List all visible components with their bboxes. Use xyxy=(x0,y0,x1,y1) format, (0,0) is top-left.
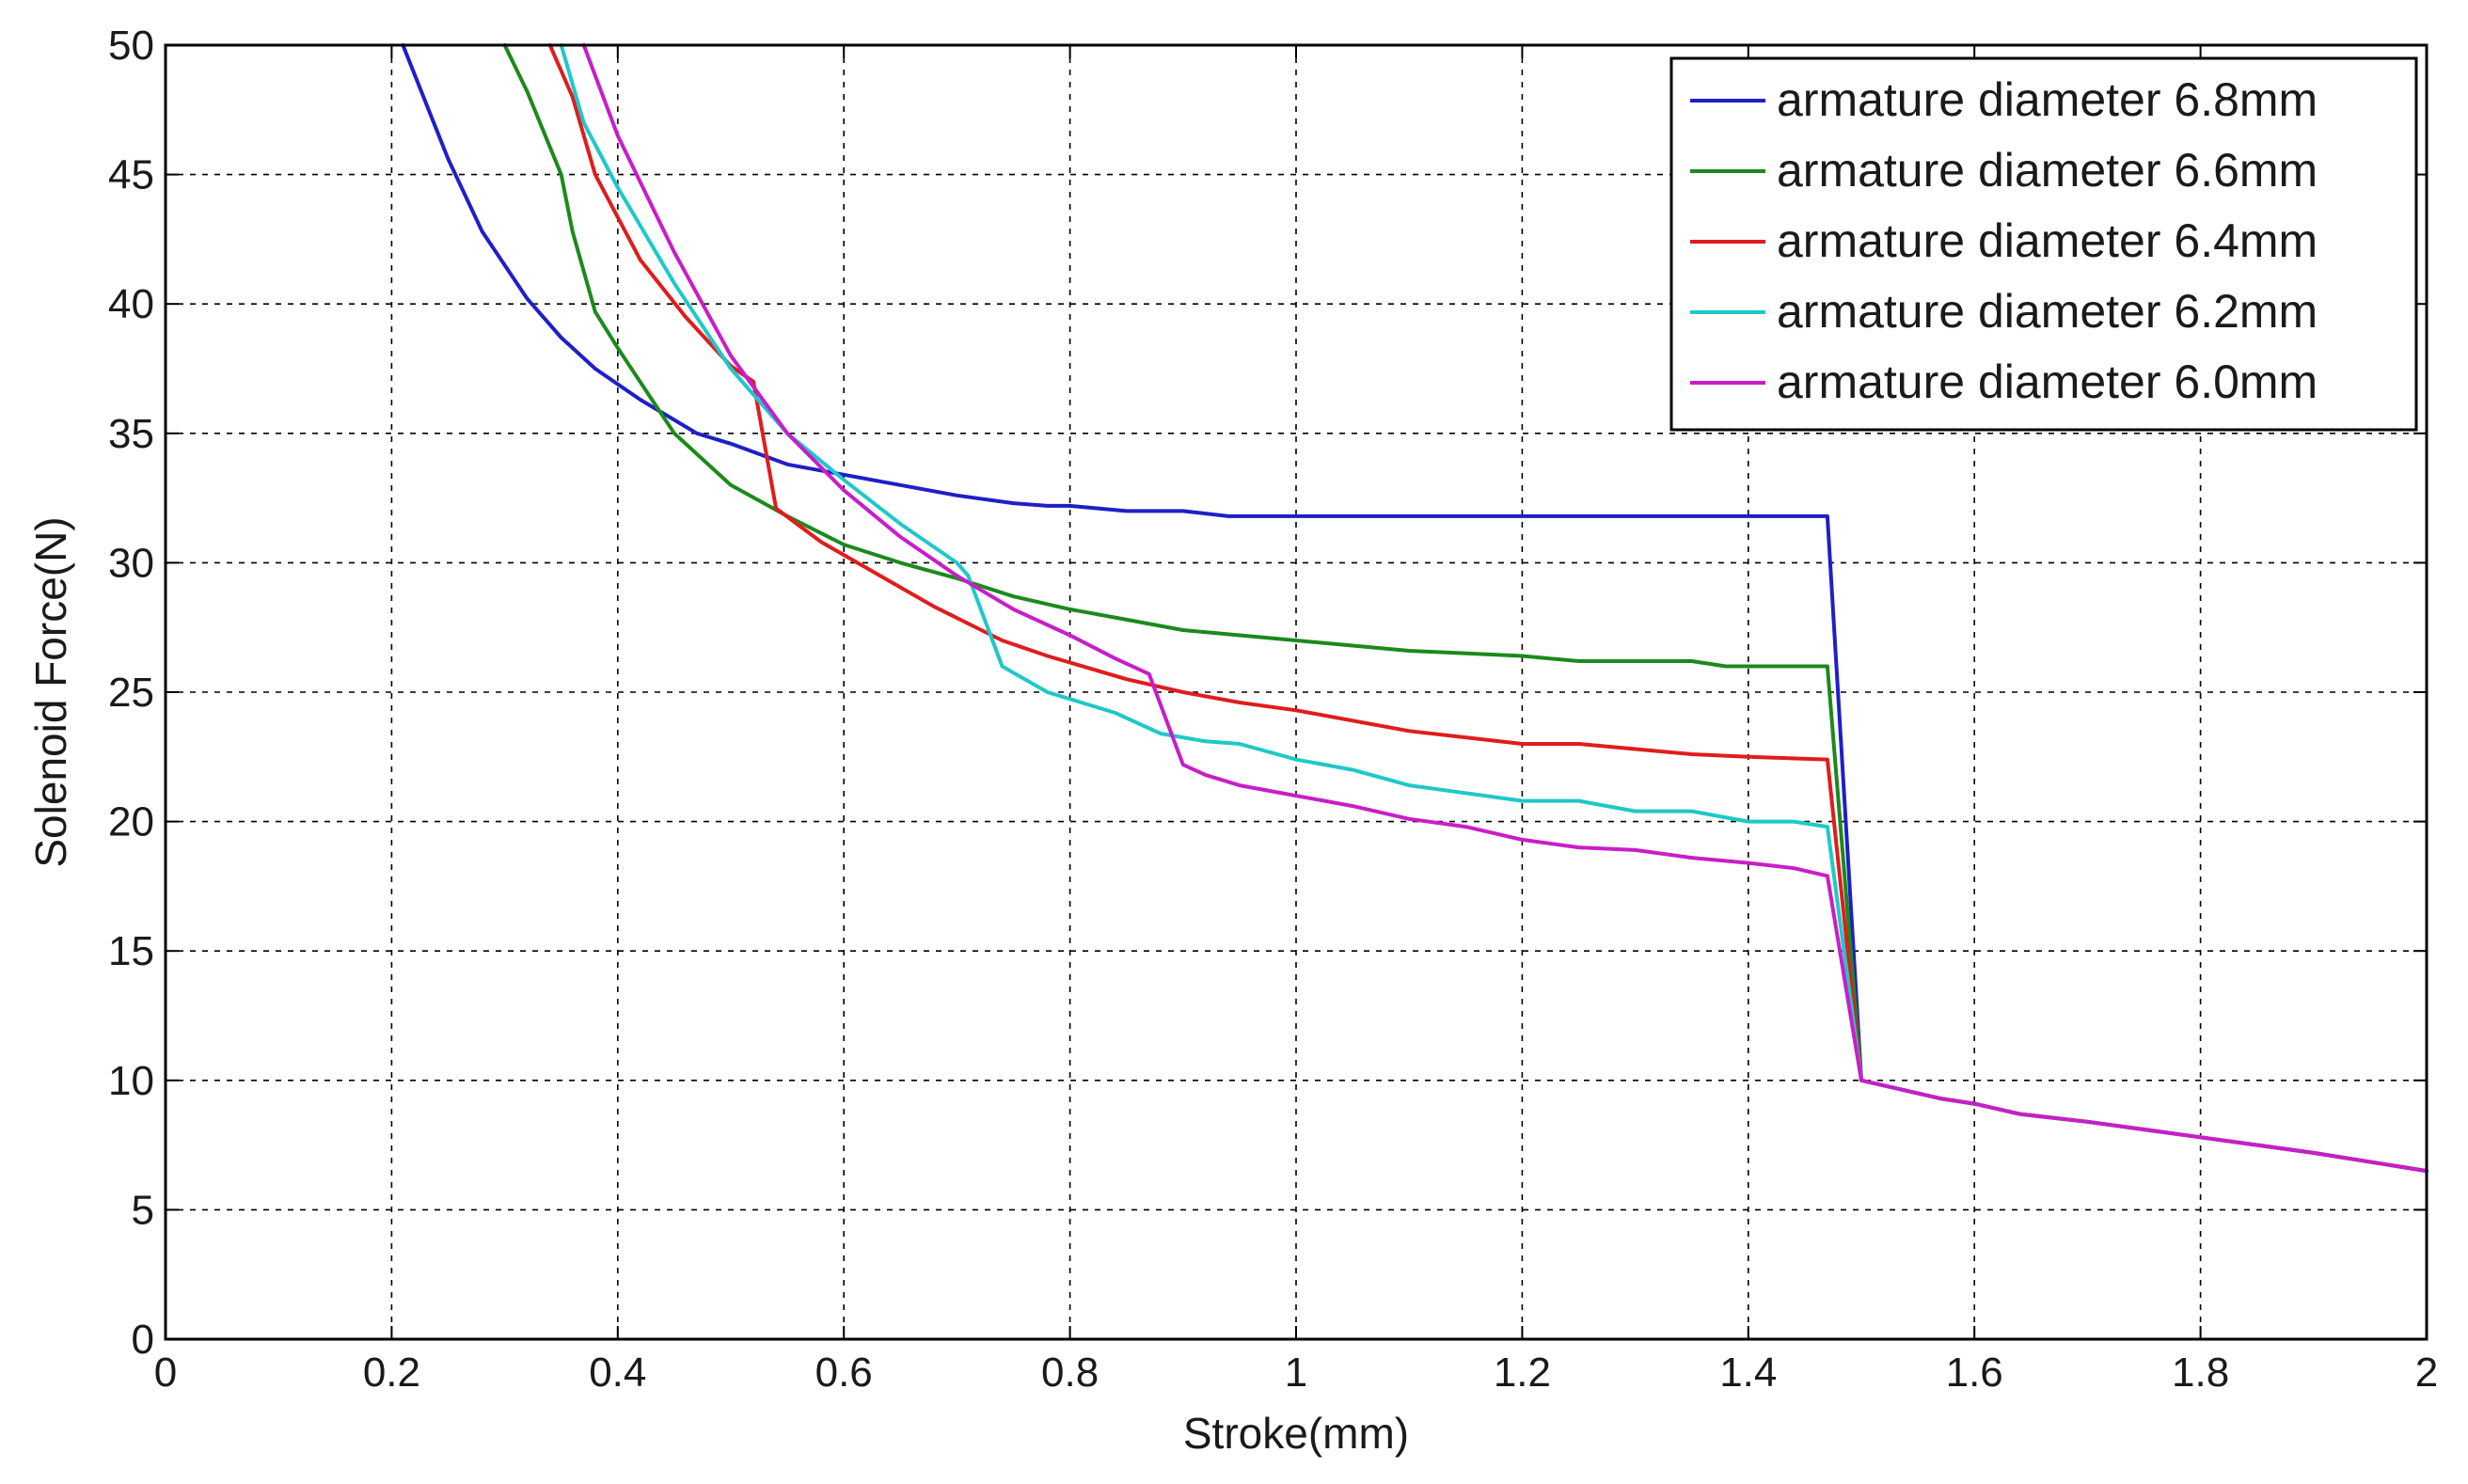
y-tick-label: 50 xyxy=(108,23,154,69)
y-tick-label: 45 xyxy=(108,152,154,198)
series-lines xyxy=(401,43,2428,1174)
x-tick-label: 1.6 xyxy=(1946,1350,2003,1396)
x-tick-label: 0.6 xyxy=(815,1350,873,1396)
x-tick-label: 0 xyxy=(154,1350,177,1396)
y-tick-label: 40 xyxy=(108,281,154,327)
grid-lines xyxy=(166,45,2427,1339)
axis-ticks: 0 0.2 0.4 0.6 0.8 1 1.2 1.4 1.6 1.8 20510152025303… xyxy=(108,23,2438,1396)
x-tick-label: 1.4 xyxy=(1719,1350,1777,1396)
x-tick-label: 2 xyxy=(2415,1350,2438,1396)
series-line-5 xyxy=(581,43,2428,1174)
y-tick-label: 15 xyxy=(108,928,154,974)
legend-label: armature diameter 6.2mm xyxy=(1777,285,2318,338)
legend-label: armature diameter 6.4mm xyxy=(1777,214,2318,267)
y-tick-label: 25 xyxy=(108,670,154,716)
x-tick-label: 1.8 xyxy=(2172,1350,2229,1396)
y-tick-label: 30 xyxy=(108,540,154,586)
y-tick-label: 5 xyxy=(132,1187,154,1233)
y-axis-label: Solenoid Force(N) xyxy=(26,516,75,867)
y-tick-label: 10 xyxy=(108,1058,154,1104)
x-axis-label: Stroke(mm) xyxy=(1183,1409,1409,1458)
x-tick-label: 0.2 xyxy=(363,1350,420,1396)
legend-label: armature diameter 6.8mm xyxy=(1777,73,2318,126)
x-tick-label: 0.4 xyxy=(589,1350,646,1396)
legend-label: armature diameter 6.0mm xyxy=(1777,355,2318,408)
x-tick-label: 1.2 xyxy=(1494,1350,1551,1396)
x-tick-label: 0.8 xyxy=(1041,1350,1099,1396)
legend-box xyxy=(1669,56,2418,432)
x-tick-label: 1 xyxy=(1285,1350,1307,1396)
legend-label: armature diameter 6.6mm xyxy=(1777,144,2318,197)
y-tick-label: 35 xyxy=(108,411,154,457)
y-tick-label: 20 xyxy=(108,799,154,845)
y-tick-label: 0 xyxy=(132,1317,154,1363)
legend: armature diameter 6.8mm armature diameter… xyxy=(1669,56,2418,432)
